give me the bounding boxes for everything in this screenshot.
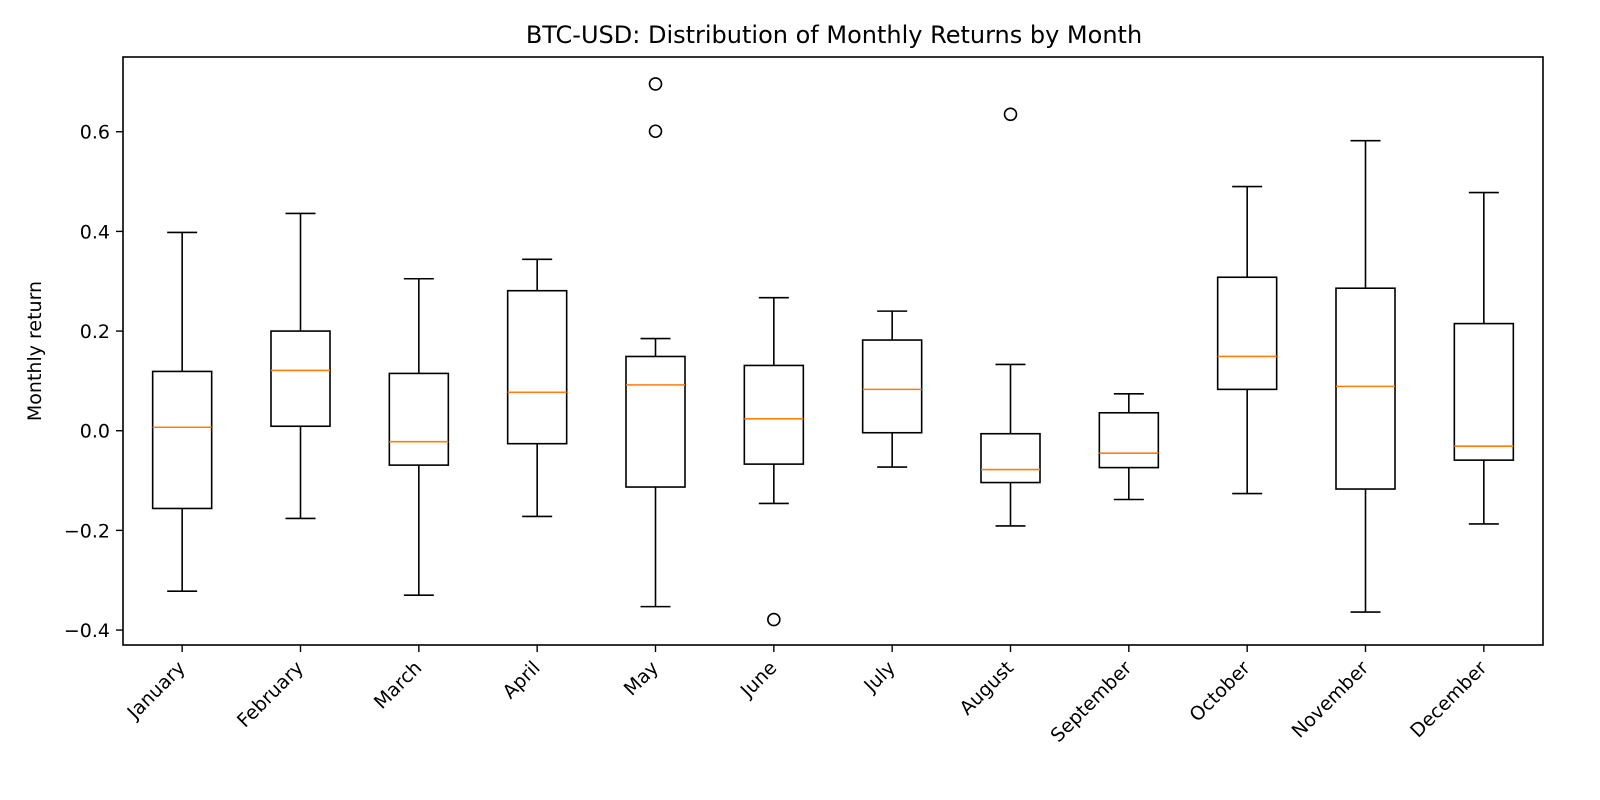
chart-title: BTC-USD: Distribution of Monthly Returns…	[526, 21, 1142, 49]
outlier-point	[648, 124, 663, 139]
box-iqr	[743, 364, 805, 465]
box-iqr	[1453, 322, 1515, 461]
box-iqr	[506, 289, 568, 445]
y-tick-label: 0.6	[80, 122, 110, 144]
box-iqr	[270, 330, 331, 428]
x-tick-label: June	[736, 657, 782, 703]
x-tick-label: March	[370, 657, 427, 714]
y-tick-label: −0.4	[64, 620, 110, 642]
x-tick-label: August	[955, 657, 1018, 720]
plot-frame	[122, 56, 1544, 646]
x-tick-label: February	[233, 657, 308, 732]
box-iqr	[388, 372, 450, 466]
box-iqr	[980, 432, 1041, 484]
box-iqr	[151, 370, 213, 510]
box-iqr	[861, 339, 923, 434]
y-tick-label: 0.2	[80, 321, 110, 343]
x-tick-label: April	[498, 657, 544, 703]
y-tick-label: 0.0	[80, 421, 110, 443]
y-tick-label: 0.4	[80, 221, 110, 243]
box-iqr	[1335, 287, 1396, 490]
outlier-point	[1003, 107, 1018, 122]
x-tick-label: September	[1047, 657, 1137, 747]
x-tick-label: December	[1406, 657, 1491, 742]
x-tick-label: October	[1185, 657, 1254, 726]
outlier-point	[767, 612, 781, 627]
x-tick-label: July	[859, 657, 899, 697]
box-iqr	[1216, 276, 1278, 391]
x-tick-label: January	[123, 657, 190, 724]
plot-area: −0.4 −0.2 0.0 0.2 0.4 0.6 January February March…	[64, 56, 1544, 747]
outlier-point	[648, 77, 663, 91]
y-tick-label: −0.2	[64, 520, 110, 542]
box-iqr	[625, 355, 686, 488]
y-axis-title: Monthly return	[24, 281, 46, 421]
x-tick-label: May	[620, 657, 663, 700]
box-iqr	[1098, 411, 1160, 469]
x-tick-label: November	[1288, 657, 1374, 743]
